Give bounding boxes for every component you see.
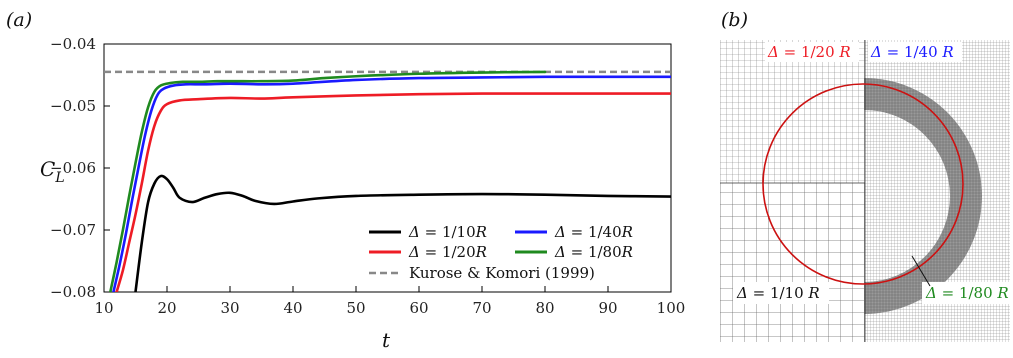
legend-item-1-40: Δ = 1/40R [515,223,633,241]
legend-label-1-80: Δ = 1/80R [554,243,633,261]
legend-item-1-80: Δ = 1/80R [515,243,633,261]
label-bg-1-20 [765,42,859,62]
y-tick-label-1: −0.05 [50,97,96,115]
series-layer [104,70,671,292]
particle-circle [762,83,964,285]
mesh-region-1-10 [720,183,865,342]
mesh-label-1-20: Δ = 1/20 R [767,43,851,61]
label-bg-1-10 [733,282,829,304]
y-tick-label-3: −0.07 [50,221,96,239]
legend-item-1-20: Δ = 1/20R [369,243,487,261]
label-leader-1-80 [911,255,931,287]
mesh-image: Δ = 1/20 R Δ = 1/40 R Δ = 1/10 R Δ = 1/8… [720,40,1010,342]
series-line-1-80 [109,70,547,292]
y-tick-label-2: −0.06 [50,159,96,177]
legend-item-1-10: Δ = 1/10R [369,223,487,241]
legend-label-1-40: Δ = 1/40R [554,223,633,241]
series-line-1-10 [134,174,671,292]
x-tick-label-80: 80 [535,299,554,317]
legend-label-1-20: Δ = 1/20R [408,243,487,261]
y-axis-title-sub: L [54,170,64,186]
y-tick-label-0: −0.04 [50,35,96,53]
legend: Δ = 1/10R Δ = 1/40R Δ = 1/20R Δ = 1/80R … [369,223,633,282]
y-axis: −0.04 −0.05 −0.06 −0.07 −0.08 [50,35,110,301]
mesh-label-1-10: Δ = 1/10 R [736,284,820,302]
x-tick-label-20: 20 [157,299,176,317]
x-tick-label-10: 10 [94,299,113,317]
panel-a: (a) 10 20 30 40 50 60 70 80 90 100 −0.04−0.05−0.0… [6,9,685,352]
legend-label-1-10: Δ = 1/10R [408,223,487,241]
x-tick-label-60: 60 [409,299,428,317]
label-bg-1-40 [868,42,962,62]
x-tick-label-70: 70 [472,299,491,317]
x-tick-label-30: 30 [220,299,239,317]
x-tick-label-50: 50 [346,299,365,317]
panel-b: (b) Δ = 1/20 R Δ = 1/40 R [720,9,1010,342]
y-axis-title-main: C [40,157,55,181]
x-tick-label-40: 40 [283,299,302,317]
x-axis: 10 20 30 40 50 60 70 80 90 100 [94,286,685,317]
panel-a-label: (a) [6,9,32,31]
y-tick-label-4: −0.08 [50,283,96,301]
mesh-label-1-40: Δ = 1/40 R [870,43,954,61]
mesh-region-1-20 [720,40,865,183]
series-line-1-40 [112,75,671,292]
legend-label-reference: Kurose & Komori (1999) [409,264,595,282]
label-bg-1-80 [922,282,1010,304]
x-tick-label-90: 90 [598,299,617,317]
panel-b-label: (b) [721,9,748,31]
x-axis-title: t [382,328,391,352]
legend-item-reference: Kurose & Komori (1999) [369,264,595,282]
x-tick-label-100: 100 [657,299,686,317]
series-line-1-20 [115,92,671,292]
mesh-label-1-80: Δ = 1/80 R [925,284,1009,302]
y-axis-title: CL [40,157,65,186]
